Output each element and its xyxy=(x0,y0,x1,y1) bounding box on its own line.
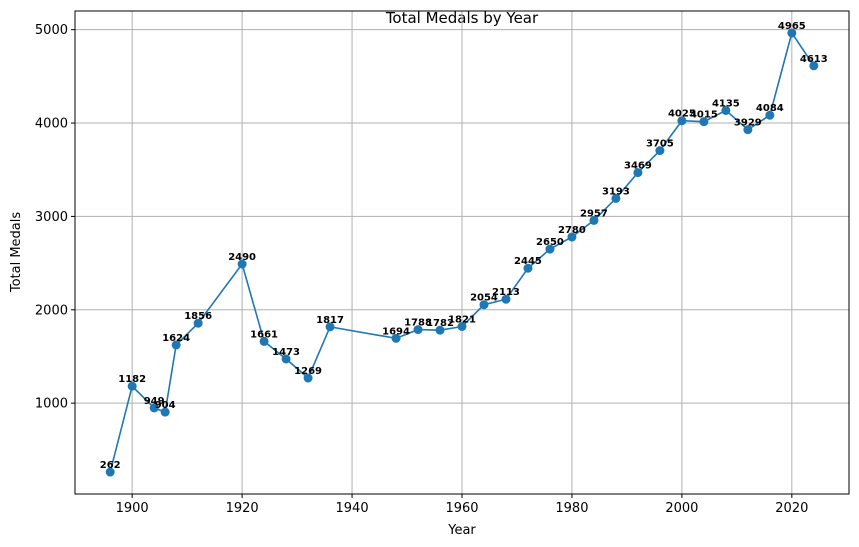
data-label: 1182 xyxy=(118,374,146,385)
y-axis-label: Total Medals xyxy=(9,212,24,294)
data-label: 904 xyxy=(155,400,176,411)
data-point xyxy=(743,125,753,135)
data-label: 4015 xyxy=(690,110,718,121)
data-point xyxy=(611,193,621,203)
data-label: 3929 xyxy=(734,118,762,129)
data-point xyxy=(193,318,203,328)
data-point xyxy=(160,407,170,417)
data-point xyxy=(281,354,291,364)
data-label: 2490 xyxy=(228,252,256,263)
data-point xyxy=(237,259,247,269)
y-tick-label: 2000 xyxy=(35,303,68,318)
data-point xyxy=(721,105,731,115)
data-label: 3705 xyxy=(646,139,674,150)
data-label: 1821 xyxy=(448,314,476,325)
series xyxy=(105,28,819,477)
data-point xyxy=(633,168,643,178)
x-tick-label: 1920 xyxy=(226,501,259,516)
data-point xyxy=(171,340,181,350)
data-label: 4965 xyxy=(778,21,806,32)
data-point xyxy=(699,117,709,127)
data-point xyxy=(479,300,489,310)
data-point xyxy=(413,325,423,335)
data-label: 2780 xyxy=(558,225,586,236)
data-point xyxy=(325,322,335,332)
data-point xyxy=(435,325,445,335)
data-label: 1694 xyxy=(382,326,410,337)
x-axis-label: Year xyxy=(447,523,476,538)
data-label: 1624 xyxy=(162,333,190,344)
data-label: 4025 xyxy=(668,109,696,120)
y-tick-label: 5000 xyxy=(35,23,68,38)
x-tick-label: 1900 xyxy=(116,501,149,516)
data-label: 3193 xyxy=(602,186,630,197)
x-tick-label: 1940 xyxy=(336,501,369,516)
x-tick-label: 2000 xyxy=(665,501,698,516)
data-label: 262 xyxy=(100,460,121,471)
data-point xyxy=(259,336,269,346)
data-label: 2957 xyxy=(580,208,608,219)
data-point xyxy=(457,321,467,331)
data-point xyxy=(501,294,511,304)
data-label: 4084 xyxy=(756,103,784,114)
data-label: 1661 xyxy=(250,329,278,340)
data-label: 4135 xyxy=(712,98,740,109)
data-label: 949 xyxy=(144,396,165,407)
data-label: 1788 xyxy=(404,318,432,329)
data-label: 2650 xyxy=(536,237,564,248)
data-point xyxy=(787,28,797,38)
data-point xyxy=(567,232,577,242)
data-label: 1473 xyxy=(272,347,300,358)
grid-lines xyxy=(75,11,849,494)
data-label: 3469 xyxy=(624,161,652,172)
data-label: 4613 xyxy=(800,54,828,65)
data-point xyxy=(127,381,137,391)
data-point xyxy=(765,110,775,120)
data-point xyxy=(523,263,533,273)
axis-ticks: 1900 1920 1940 1960 1980 2000 2020 1000 2000 3000… xyxy=(35,23,808,516)
data-label: 1782 xyxy=(426,318,454,329)
y-tick-label: 4000 xyxy=(35,117,68,132)
data-point xyxy=(809,61,819,71)
x-tick-label: 2020 xyxy=(775,501,808,516)
data-point xyxy=(303,373,313,383)
data-point xyxy=(545,244,555,254)
data-label: 1269 xyxy=(294,366,322,377)
data-point xyxy=(589,215,599,225)
data-point xyxy=(105,467,115,477)
x-tick-label: 1980 xyxy=(555,501,588,516)
data-label: 2113 xyxy=(492,287,520,298)
data-point xyxy=(677,116,687,126)
data-point xyxy=(391,333,401,343)
y-tick-label: 3000 xyxy=(35,210,68,225)
data-point xyxy=(655,146,665,156)
data-label: 1817 xyxy=(316,315,344,326)
data-label: 2445 xyxy=(514,256,542,267)
data-label: 2054 xyxy=(470,293,498,304)
data-point xyxy=(149,403,159,413)
data-label: 1856 xyxy=(184,311,212,322)
x-tick-label: 1960 xyxy=(445,501,478,516)
y-tick-label: 1000 xyxy=(35,397,68,412)
